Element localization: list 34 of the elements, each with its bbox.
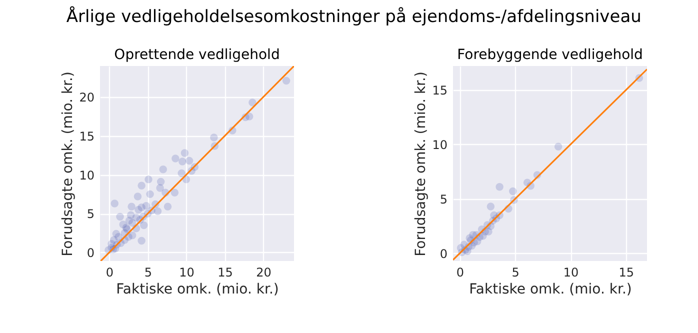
x-tick-label: 20 — [256, 266, 272, 280]
chart-title: Oprettende vedligehold — [114, 47, 280, 63]
y-tick-label: 10 — [432, 138, 448, 152]
y-tick-label: 15 — [79, 129, 94, 144]
y-tick-label: 0 — [440, 246, 448, 261]
y-tick-label: 15 — [432, 83, 448, 98]
point — [554, 142, 562, 150]
point — [479, 232, 487, 240]
x-tick-label: 10 — [563, 266, 579, 280]
x-axis-title: Faktiske omk. (mio. kr.) — [469, 282, 632, 298]
x-tick-label: 5 — [512, 266, 520, 280]
x-tick-label: 0 — [456, 266, 464, 280]
y-tick-label: 10 — [79, 168, 94, 182]
point — [464, 247, 472, 256]
y-tick-label: 0 — [86, 246, 94, 260]
y-tick-label: 20 — [79, 90, 94, 105]
point — [508, 187, 517, 196]
x-tick-label: 10 — [179, 266, 194, 280]
point — [486, 202, 495, 210]
text: Årlige vedligeholdelsesomkostninger på ejendoms-/afdelingsniveau — [66, 6, 642, 27]
point — [466, 234, 474, 242]
y-tick-label: 5 — [86, 207, 94, 222]
x-tick-label: 15 — [618, 266, 634, 280]
point — [474, 238, 482, 246]
y-axis-title: Forudsagte omk. (mio. kr.) — [60, 72, 76, 256]
x-tick-label: 15 — [218, 266, 233, 280]
point — [496, 183, 504, 191]
chart-title: Forebyggende vedligehold — [457, 47, 643, 63]
x-tick-label: 0 — [106, 266, 114, 280]
y-axis-title: Forudsagte omk. (mio. kr.) — [413, 72, 430, 256]
y-tick-label: 5 — [440, 192, 448, 206]
x-tick-label: 5 — [144, 266, 152, 280]
point — [484, 228, 492, 236]
x-axis-title: Faktiske omk. (mio. kr.) — [116, 282, 279, 298]
